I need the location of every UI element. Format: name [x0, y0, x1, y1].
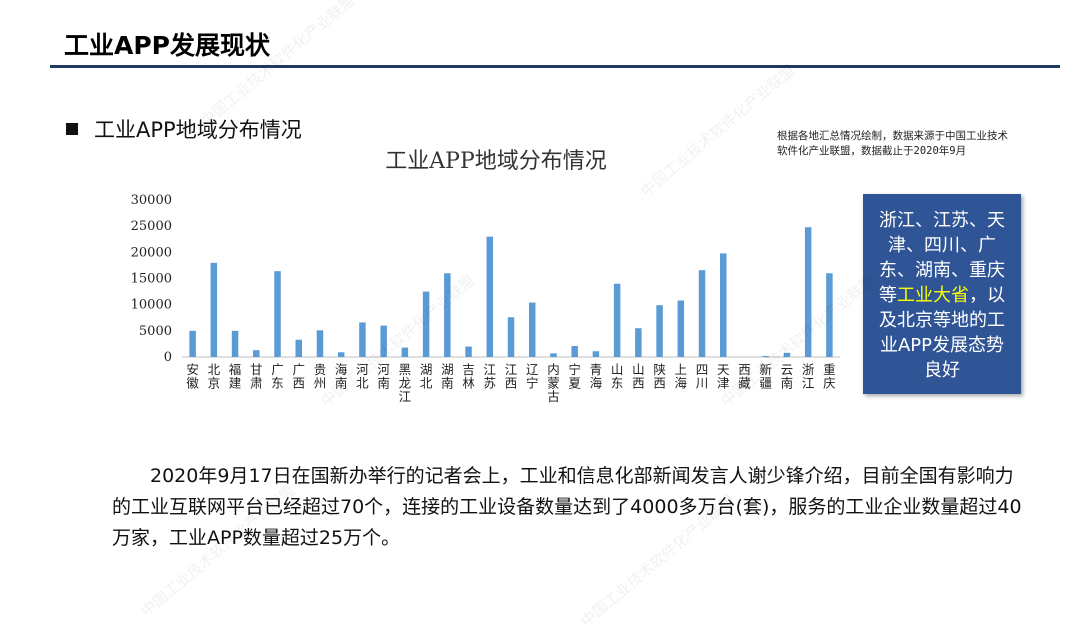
bar	[274, 271, 281, 357]
x-tick-label: 重庆	[823, 362, 836, 391]
x-tick-label: 陕西	[653, 362, 666, 391]
x-tick-label: 江苏	[484, 362, 497, 391]
bar	[720, 253, 727, 357]
bar	[337, 352, 345, 357]
body-paragraph: 2020年9月17日在国新办举行的记者会上，工业和信息化部新闻发言人谢少锋介绍，…	[112, 465, 1022, 549]
x-tick-label: 广东	[271, 362, 284, 391]
bar	[571, 346, 578, 357]
x-tick-label: 内蒙古	[547, 362, 560, 404]
y-tick-label: 10000	[131, 298, 172, 313]
chart-title: 工业APP地域分布情况	[385, 149, 607, 174]
bar	[189, 330, 196, 357]
bar	[486, 236, 494, 357]
x-tick-label: 山东	[611, 362, 624, 391]
source-note: 根据各地汇总情况绘制，数据来源于中国工业技术软件化产业联盟，数据截止于2020年…	[777, 130, 1008, 157]
bar	[231, 330, 239, 357]
x-tick-label: 新疆	[759, 362, 772, 391]
square-bullet-icon	[66, 123, 78, 135]
x-tick-label: 西藏	[738, 362, 751, 391]
x-tick-label: 天津	[717, 362, 730, 391]
section-bullet: 工业APP地域分布情况	[66, 114, 302, 144]
y-tick-label: 0	[164, 350, 172, 365]
x-tick-label: 安徽	[186, 362, 199, 391]
x-tick-label: 河北	[356, 362, 369, 391]
section-heading: 工业APP地域分布情况	[94, 118, 302, 142]
body-text: 2020年9月17日在国新办举行的记者会上，工业和信息化部新闻发言人谢少锋介绍，…	[112, 461, 1032, 554]
x-tick-label: 河南	[377, 362, 390, 391]
bar	[210, 262, 218, 357]
x-tick-label: 云南	[781, 362, 794, 391]
bar	[804, 227, 812, 357]
x-tick-label: 山西	[632, 362, 645, 391]
y-tick-label: 30000	[131, 193, 172, 208]
callout-highlight: 工业大省	[897, 285, 969, 306]
x-tick-label: 北京	[208, 362, 221, 391]
x-tick-label: 江西	[505, 362, 518, 391]
callout-text-part1: 浙江、江苏、天津、四川、广东、湖南、重庆等	[879, 210, 1005, 306]
bar	[359, 322, 366, 357]
y-tick-label: 15000	[131, 272, 172, 287]
x-tick-label: 湖北	[420, 362, 433, 391]
bar	[380, 325, 387, 357]
bar	[698, 270, 706, 357]
x-tick-label: 青海	[590, 362, 603, 391]
x-tick-label: 辽宁	[526, 362, 539, 391]
bar	[444, 273, 451, 357]
x-tick-label: 四川	[696, 362, 709, 391]
x-tick-label: 浙江	[802, 362, 815, 391]
bar	[528, 302, 536, 357]
x-tick-label: 宁夏	[568, 362, 581, 391]
callout-box: 浙江、江苏、天津、四川、广东、湖南、重庆等工业大省，以及北京等地的工业APP发展…	[863, 194, 1021, 394]
x-tick-label: 甘肃	[250, 362, 263, 391]
page-title: 工业APP发展现状	[64, 31, 270, 60]
bar	[592, 351, 600, 357]
bar	[677, 300, 685, 357]
bar	[613, 283, 621, 357]
callout-text-part2: ，以及北京等地的工业APP发展态势良好	[879, 285, 1005, 381]
x-tick-label: 海南	[335, 362, 348, 391]
y-tick-label: 20000	[131, 245, 172, 260]
bar	[465, 346, 472, 357]
bar-chart-svg: 工业APP地域分布情况 0 5000 10000 15000 20000 25000 300…	[131, 149, 840, 404]
y-tick-label: 5000	[139, 324, 172, 339]
bar	[656, 305, 663, 357]
x-tick-label: 贵州	[314, 362, 327, 391]
x-tick-label: 吉林	[462, 362, 475, 391]
bar	[422, 291, 430, 357]
x-tick-label: 广西	[292, 362, 305, 391]
bar	[635, 328, 642, 357]
title-divider	[50, 65, 1060, 68]
bar-chart: 工业APP地域分布情况 0 5000 10000 15000 20000 25000 300…	[120, 138, 860, 418]
bar	[401, 347, 409, 357]
bar	[783, 352, 791, 357]
bar	[762, 355, 769, 357]
x-tick-label: 湖南	[441, 362, 454, 391]
x-tick-label: 福建	[229, 362, 242, 391]
bar	[826, 273, 833, 357]
bar	[316, 330, 324, 357]
bar	[253, 350, 260, 357]
x-tick-label: 上海	[675, 362, 688, 391]
y-tick-label: 25000	[131, 219, 172, 234]
bar	[295, 339, 302, 357]
x-tick-label: 黑龙江	[399, 362, 412, 404]
bar	[507, 317, 515, 357]
bar	[550, 353, 557, 357]
